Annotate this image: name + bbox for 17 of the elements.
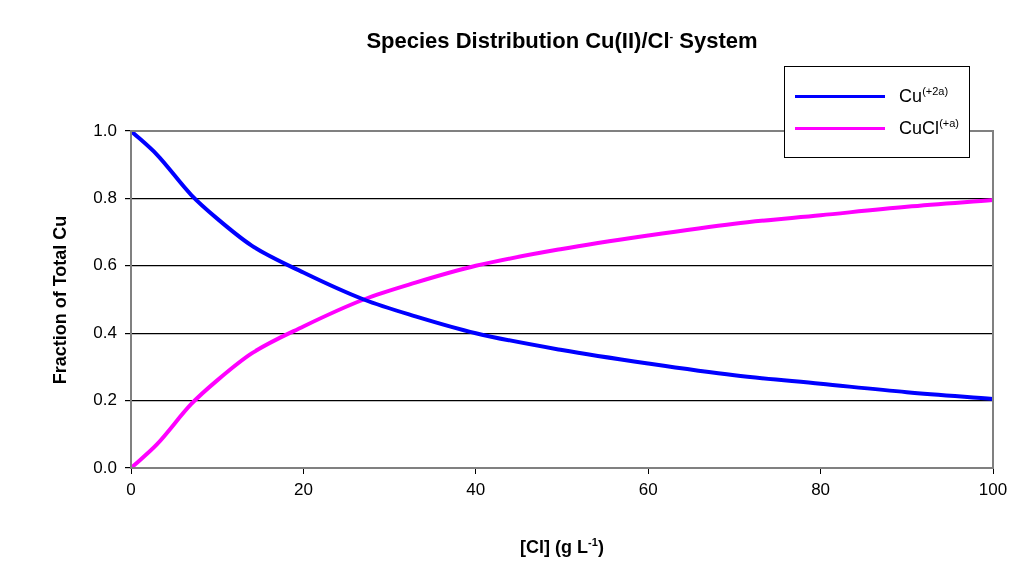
y-tick-label: 1.0: [93, 120, 117, 140]
chart-title: Species Distribution Cu(II)/Cl$^{-}$ System: [365, 28, 759, 54]
x-tick-label: 60: [638, 479, 658, 499]
y-tick-label: 0.6: [93, 255, 117, 275]
y-tick-label: 0.8: [93, 188, 117, 208]
x-tick-label: 100: [978, 479, 1008, 499]
y-tick-label: 0.4: [93, 322, 117, 342]
x-tick-label: 20: [293, 479, 313, 499]
x-tick-label: 0: [126, 479, 136, 499]
y-tick-label: 0.2: [93, 390, 117, 410]
legend-label: CuCl$^{(+a)}$: [899, 117, 959, 139]
y-tick-label: 0.0: [93, 457, 117, 477]
x-axis-title: [Cl] (g L$^{-1}$): [519, 536, 605, 558]
legend-label: Cu$^{(+2a)}$: [899, 85, 949, 107]
x-tick-label: 40: [466, 479, 486, 499]
x-tick-label: 80: [811, 479, 831, 499]
y-axis-title: Fraction of Total Cu: [49, 215, 71, 385]
